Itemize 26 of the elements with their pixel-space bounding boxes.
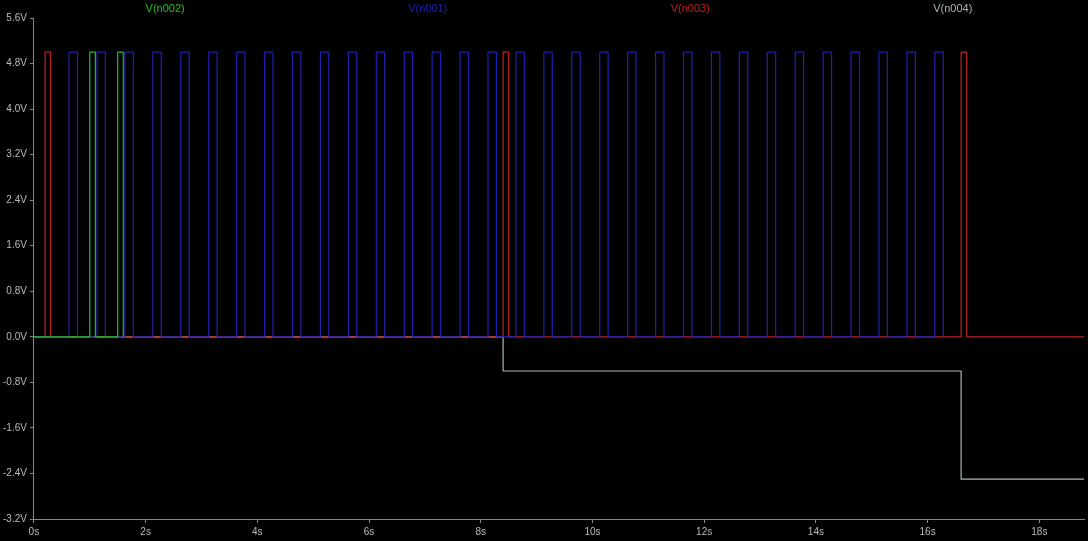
y-tick-label: 5.6V <box>6 11 28 23</box>
y-tick-label: 4.0V <box>6 102 28 114</box>
y-tick-label: 0.0V <box>6 330 28 342</box>
y-tick-label: 0.8V <box>6 285 28 297</box>
x-tick-label: 10s <box>584 525 601 537</box>
y-tick-label: -2.4V <box>3 467 28 479</box>
y-tick-label: -1.6V <box>3 421 28 433</box>
text: V(n001) <box>408 2 448 15</box>
x-tick-label: 6s <box>363 525 375 537</box>
x-tick-label: 2s <box>140 525 151 537</box>
x-tick-label: 16s <box>919 525 936 537</box>
text: V(n003) <box>670 2 710 15</box>
x-tick-label: 12s <box>696 525 713 537</box>
y-tick-label: -0.8V <box>3 376 28 388</box>
y-tick-label: 1.6V <box>6 239 28 251</box>
y-tick-label: 2.4V <box>6 193 28 205</box>
text: V(n002) <box>145 2 185 15</box>
y-tick-label: 3.2V <box>6 148 28 160</box>
x-tick-label: 0s <box>28 525 40 537</box>
x-tick-label: 8s <box>475 525 487 537</box>
y-tick-label: -3.2V <box>3 512 28 524</box>
text: V(n004) <box>933 2 973 15</box>
x-tick-label: 18s <box>1031 525 1048 537</box>
x-tick-label: 14s <box>807 525 824 537</box>
x-tick-label: 4s <box>252 525 263 537</box>
y-tick-label: 4.8V <box>6 57 28 69</box>
